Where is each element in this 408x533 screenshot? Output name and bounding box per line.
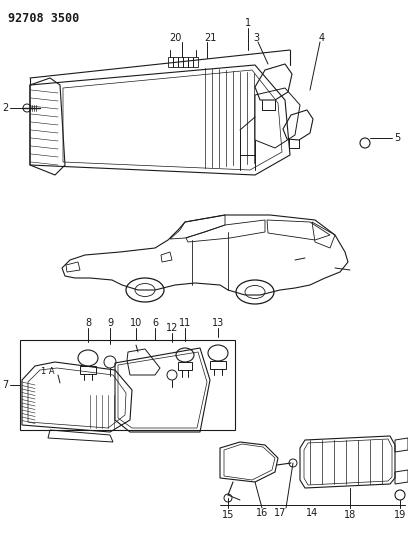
Text: 12: 12 [166,323,178,333]
Text: 2: 2 [2,103,8,113]
Text: 13: 13 [212,318,224,328]
Bar [20,340,235,430]
Text: 11: 11 [179,318,191,328]
Text: 8: 8 [85,318,91,328]
Bar [168,57,173,67]
Bar [183,57,188,67]
Text: 21: 21 [204,33,216,43]
Text: 5: 5 [394,133,400,143]
Text: 15: 15 [222,510,234,520]
Text: 18: 18 [344,510,356,520]
Bar [173,57,178,67]
Text: 14: 14 [306,508,318,518]
Text: 7: 7 [2,380,8,390]
Bar [178,57,183,67]
Text: 20: 20 [169,33,181,43]
Text: 10: 10 [130,318,142,328]
Text: 9: 9 [107,318,113,328]
Bar [188,57,193,67]
Text: 92708 3500: 92708 3500 [8,12,79,25]
Text: 16: 16 [256,508,268,518]
Text: 3: 3 [253,33,259,43]
Text: 1: 1 [245,18,251,28]
Text: 17: 17 [274,508,286,518]
Bar [193,57,198,67]
Text: 19: 19 [394,510,406,520]
Text: 6: 6 [152,318,158,328]
Text: 4: 4 [319,33,325,43]
Text: 1 A: 1 A [41,367,55,376]
